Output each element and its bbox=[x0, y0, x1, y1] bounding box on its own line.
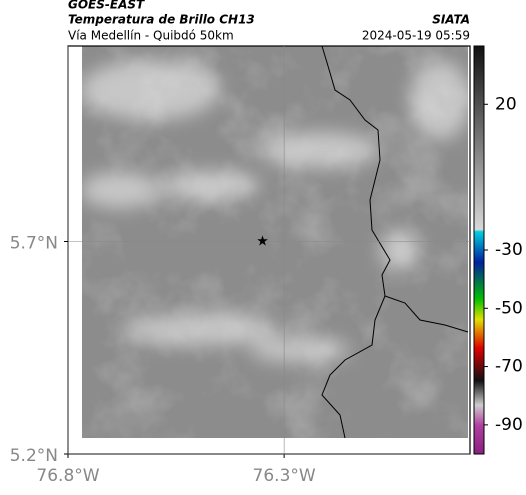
colorbar bbox=[473, 45, 485, 455]
y-tick-label: 5.7°N bbox=[10, 234, 58, 254]
satellite-image bbox=[82, 46, 468, 438]
colorbar-tick-label: -30 bbox=[495, 240, 523, 260]
colorbar-tick-label: -70 bbox=[495, 357, 523, 377]
y-tick-label: 5.2°N bbox=[10, 446, 58, 466]
colorbar-tick-label: -90 bbox=[495, 415, 523, 435]
x-tick-label: 76.8°W bbox=[36, 466, 99, 486]
source: SIATA bbox=[432, 13, 470, 27]
timestamp: 2024-05-19 05:59 bbox=[362, 29, 470, 43]
satellite: GOES-EAST bbox=[68, 0, 145, 12]
colorbar-tick-label: -50 bbox=[495, 298, 523, 318]
border bbox=[321, 45, 469, 333]
colorbar-tick-label: 20 bbox=[495, 94, 517, 114]
x-tick-label: 76.3°W bbox=[253, 466, 316, 486]
coastline bbox=[321, 295, 386, 439]
location-marker: ★ bbox=[256, 234, 269, 250]
region: Vía Medellín - Quibdó 50km bbox=[68, 29, 234, 43]
product: Temperatura de Brillo CH13 bbox=[68, 13, 255, 27]
